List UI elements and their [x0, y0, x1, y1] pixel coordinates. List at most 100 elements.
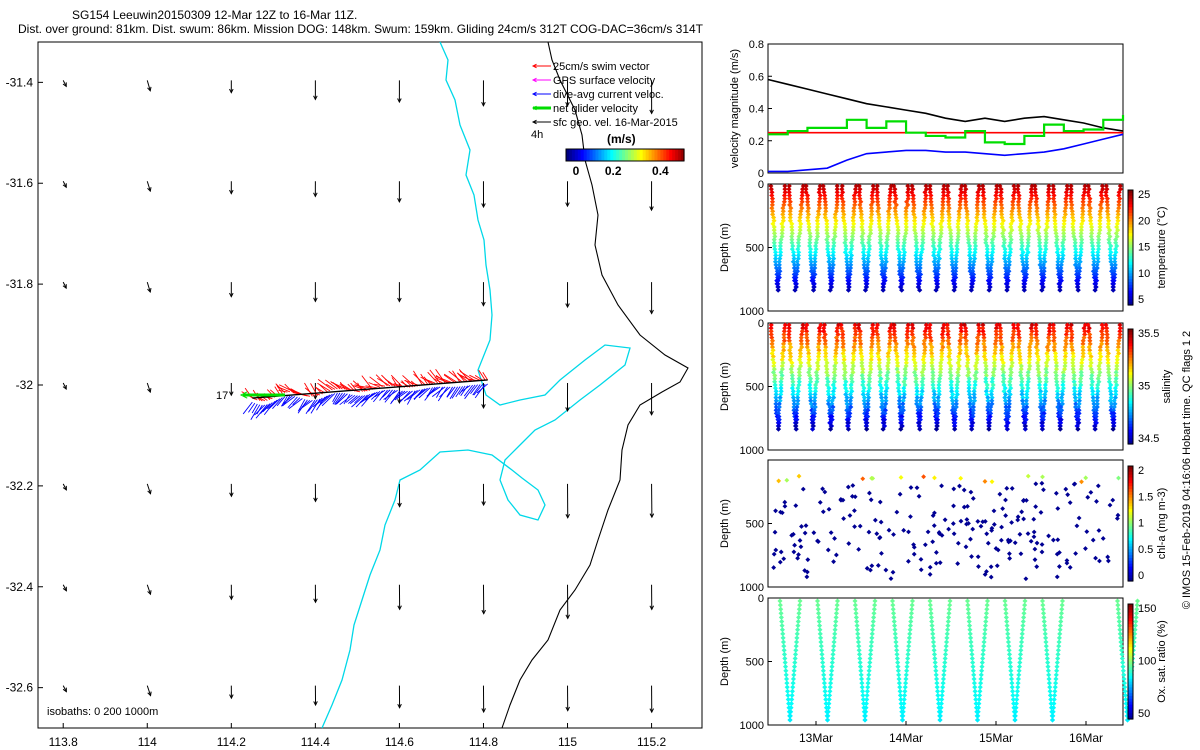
- geo-vector-head: [62, 485, 67, 491]
- profile-colorbar-seg: [1128, 468, 1133, 473]
- profile-point: [797, 538, 803, 543]
- profile-point: [1045, 668, 1051, 674]
- current-vector: [262, 402, 273, 413]
- profile-point: [981, 338, 987, 344]
- speed-colorbar-seg: [672, 149, 676, 161]
- profile-point: [1062, 363, 1068, 369]
- profile-point: [927, 189, 933, 195]
- profile-point: [1002, 398, 1008, 404]
- credit-text: © IMOS 15-Feb-2019 04:16:06 Hobart time.…: [1181, 331, 1193, 609]
- map-x-tick-label: 114.8: [469, 735, 498, 749]
- current-vector: [360, 392, 376, 404]
- profile-point: [1025, 224, 1032, 230]
- profile-point: [782, 664, 789, 670]
- profile-point: [892, 623, 898, 629]
- swim-vector: [443, 373, 458, 384]
- profile-point: [885, 366, 891, 372]
- profile-point: [1114, 366, 1120, 372]
- profile-point: [932, 664, 939, 670]
- swim-vector: [448, 370, 463, 383]
- current-vector: [305, 399, 316, 414]
- profile-point: [886, 341, 893, 347]
- profile-point: [903, 347, 909, 353]
- profile-point: [936, 701, 942, 707]
- profile-point: [768, 322, 774, 328]
- profile-point: [1051, 205, 1058, 211]
- profile-point: [1034, 338, 1040, 344]
- profile-point: [1093, 410, 1100, 416]
- profile-point: [972, 379, 978, 385]
- profile-point: [1013, 709, 1019, 715]
- profile-point: [834, 602, 840, 608]
- swim-vector: [443, 374, 456, 384]
- profile-point: [931, 230, 937, 236]
- profile-point: [918, 404, 924, 410]
- profile-point: [1043, 635, 1049, 641]
- profile-point: [921, 363, 927, 369]
- profile-point: [891, 325, 897, 331]
- profile-point: [814, 237, 820, 243]
- profile-point: [790, 391, 796, 397]
- geo-vector: [62, 181, 67, 188]
- speed-colorbar-seg: [681, 149, 685, 161]
- profile-points: [777, 598, 1141, 723]
- swim-vector: [278, 389, 288, 393]
- profile-point: [1080, 338, 1086, 344]
- profile-point: [1115, 215, 1121, 221]
- current-vector: [384, 389, 396, 403]
- profile-point: [857, 335, 863, 341]
- profile-point: [830, 391, 836, 397]
- profile-point: [1056, 639, 1062, 645]
- profile-colorbar-seg: [1128, 204, 1133, 208]
- profile-colorbar-seg: [1128, 241, 1133, 246]
- profile-point: [953, 398, 959, 404]
- profile-point: [1009, 680, 1015, 686]
- profile-point: [868, 643, 874, 649]
- swim-vector: [317, 378, 333, 391]
- profile-point: [907, 631, 913, 637]
- profile-point: [990, 382, 996, 388]
- geo-vector-head: [397, 502, 402, 508]
- profile-colorbar-seg: [1128, 403, 1133, 408]
- profile-point: [789, 376, 795, 382]
- current-vector: [379, 389, 388, 401]
- profile-point: [983, 618, 989, 625]
- geo-vector-head: [649, 411, 654, 416]
- profile-point: [1104, 328, 1110, 334]
- profile-point: [793, 407, 800, 413]
- profile-point: [1089, 224, 1095, 230]
- profile-point: [930, 224, 936, 230]
- profile-point: [946, 341, 952, 347]
- profile-point: [859, 360, 865, 366]
- profile-colorbar-frame: [1127, 603, 1134, 720]
- profile-point: [773, 398, 779, 404]
- profile-point: [851, 344, 857, 350]
- profile-point: [969, 647, 975, 653]
- profile-point: [974, 717, 981, 723]
- current-vector: [476, 383, 488, 394]
- profile-colorbar-seg: [1128, 652, 1133, 657]
- velocity-y-tick-label: 0.8: [749, 39, 764, 51]
- profile-point: [842, 227, 848, 233]
- profile-point: [1043, 227, 1049, 233]
- profile-point: [1034, 540, 1040, 546]
- profile-point: [993, 335, 999, 341]
- profile-y-tick-label: 0: [758, 593, 764, 605]
- track-line: [252, 379, 488, 399]
- current-vector: [354, 395, 363, 404]
- profile-point: [781, 344, 787, 350]
- profile-point: [1053, 354, 1059, 360]
- profile-point: [998, 335, 1004, 341]
- profile-point: [1028, 186, 1034, 192]
- profile-point: [796, 369, 802, 375]
- current-vector: [418, 387, 431, 399]
- profile-point: [834, 598, 841, 604]
- profile-point: [778, 237, 784, 243]
- profile-point: [985, 404, 991, 410]
- swim-vector: [478, 369, 486, 381]
- profile-point: [771, 224, 777, 230]
- profile-point: [822, 338, 828, 344]
- profile-point: [780, 360, 786, 366]
- profile-colorbar-seg: [1128, 512, 1133, 516]
- current-vector: [250, 404, 261, 420]
